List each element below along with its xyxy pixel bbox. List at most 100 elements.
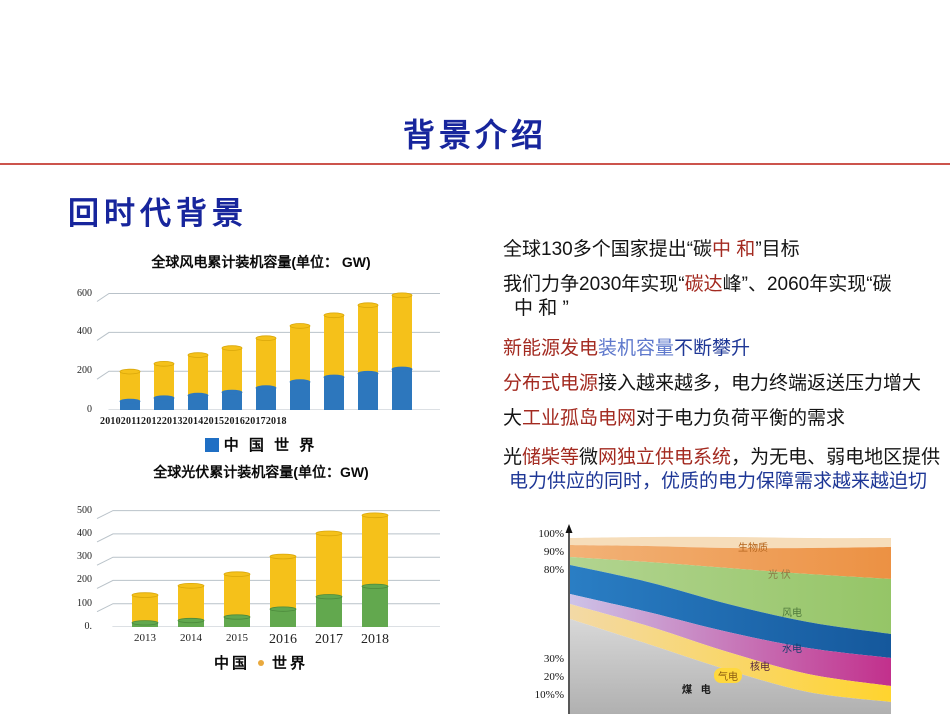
bar-2016 bbox=[323, 312, 345, 410]
text-segment: 大 bbox=[503, 408, 523, 429]
wind-capacity-chart: 全球风电累计装机容量(单位： GW) 201020112012201320142… bbox=[75, 252, 447, 458]
bar-segment-world bbox=[120, 371, 140, 402]
solar-legend-world: 世界 bbox=[272, 655, 309, 672]
key-point-line: 大工业孤岛电网对于电力负荷平衡的需求 bbox=[503, 407, 950, 431]
key-points: 全球130多个国家提出“碳中 和”目标 我们力争2030年实现“碳达峰”、2060… bbox=[503, 238, 950, 494]
x-tick-label: 2017 bbox=[315, 632, 343, 647]
segment-boundary bbox=[289, 379, 311, 385]
bar-2017 bbox=[315, 530, 343, 627]
cylinder-top bbox=[177, 583, 205, 589]
cylinder-top bbox=[323, 312, 345, 319]
bar-segment-china bbox=[120, 401, 140, 410]
bar-2011 bbox=[153, 361, 175, 410]
segment-boundary bbox=[187, 392, 209, 399]
area-band-label: 煤 电 bbox=[682, 685, 714, 696]
wind-chart-title: 全球风电累计装机容量(单位： GW) bbox=[151, 254, 371, 270]
area-band-煤电 bbox=[570, 619, 891, 714]
cylinder-top bbox=[269, 553, 297, 560]
area-y-label: 30% bbox=[543, 653, 564, 666]
bar-segment-china bbox=[270, 609, 296, 627]
text-segment: 中 和 ” bbox=[514, 298, 569, 319]
x-tick-label: 2018 bbox=[361, 632, 389, 647]
solar-chart-title: 全球光伏累计装机容量(单位：GW) bbox=[153, 464, 369, 480]
segment-boundary bbox=[323, 374, 345, 380]
cylinder-top bbox=[119, 368, 141, 375]
key-point-line: 新能源发电装机容量不断攀升 bbox=[503, 337, 950, 361]
x-tick-label: 2013 bbox=[134, 632, 156, 644]
cylinder-top bbox=[357, 302, 379, 309]
bar-segment-world bbox=[362, 515, 388, 587]
key-point-line: 我们力争2030年实现“碳达峰”、2060年实现“碳 bbox=[503, 273, 950, 297]
text-segment: 工业孤岛电网 bbox=[522, 408, 637, 429]
gridline bbox=[96, 556, 440, 566]
area-y-label: 20% bbox=[543, 671, 564, 684]
cylinder-top bbox=[289, 323, 311, 329]
area-band-label: 气电 bbox=[714, 668, 742, 683]
key-point-line: 全球130多个国家提出“碳中 和”目标 bbox=[503, 238, 950, 262]
wind-legend-label: 中 国 世 界 bbox=[223, 437, 318, 454]
bar-segment-world bbox=[132, 595, 158, 623]
text-segment: 我们力争2030年实现“ bbox=[503, 274, 685, 295]
bar-segment-china bbox=[222, 392, 242, 410]
key-point-line: 光储柴等微网独立供电系统，为无电、弱电地区提供 bbox=[503, 446, 950, 470]
bar-2017 bbox=[357, 302, 379, 410]
y-tick-label: 0 bbox=[87, 404, 92, 415]
bar-segment-china bbox=[290, 381, 310, 410]
bar-2014 bbox=[255, 335, 277, 410]
area-band-label: 水电 bbox=[782, 644, 802, 655]
bar-segment-china bbox=[256, 387, 276, 410]
area-svg bbox=[570, 536, 891, 714]
segment-boundary bbox=[361, 583, 389, 589]
bar-2018 bbox=[391, 292, 413, 410]
bar-segment-world bbox=[392, 295, 412, 370]
segment-boundary bbox=[255, 385, 277, 391]
wind-x-axis-labels: 201020112012201320142015201620172018 bbox=[100, 416, 287, 427]
bar-segment-world bbox=[224, 574, 250, 617]
bar-segment-world bbox=[256, 338, 276, 388]
bar-segment-world bbox=[154, 363, 174, 398]
gridline bbox=[96, 510, 440, 520]
segment-boundary bbox=[223, 614, 251, 620]
y-tick-label: 200 bbox=[77, 574, 92, 586]
area-band-label: 光 伏 bbox=[768, 570, 791, 581]
text-segment: ，为无电、弱电地区提供 bbox=[731, 447, 941, 468]
bar-chart-svg bbox=[96, 510, 440, 636]
area-plot: 生物质光 伏风电 水电 核电 气电煤 电 bbox=[570, 535, 891, 714]
cylinder-top bbox=[391, 292, 413, 299]
cylinder-top bbox=[131, 592, 159, 598]
solar-capacity-chart: 全球光伏累计装机容量(单位：GW) 中国 世界 0. 100 200 300 400 50… bbox=[75, 462, 447, 676]
section-heading: 回时代背景 bbox=[68, 196, 248, 231]
bar-2010 bbox=[119, 368, 141, 410]
text-segment: 峰”、2060年实现“碳 bbox=[722, 274, 892, 295]
segment-boundary bbox=[269, 606, 297, 612]
bar-segment-china bbox=[316, 596, 342, 627]
text-segment: 不断攀升 bbox=[674, 338, 751, 359]
solar-plot-area bbox=[95, 492, 440, 636]
cylinder-top bbox=[223, 571, 251, 577]
bar-segment-world bbox=[270, 556, 296, 610]
bar-2016 bbox=[269, 553, 297, 627]
bar-segment-china bbox=[178, 620, 204, 627]
y-tick-label: 200 bbox=[77, 365, 92, 377]
area-band-label: 核电 bbox=[750, 662, 770, 673]
solar-legend-china: 中国 bbox=[213, 655, 250, 672]
area-y-axis bbox=[565, 524, 573, 714]
gridline bbox=[96, 579, 440, 589]
area-y-label: 100% bbox=[538, 528, 564, 540]
text-segment: 分布式电源 bbox=[503, 373, 599, 394]
bar-segment-world bbox=[324, 315, 344, 378]
bar-2013 bbox=[131, 592, 159, 627]
segment-boundary bbox=[119, 398, 141, 404]
axis-arrow-icon bbox=[565, 524, 573, 533]
bar-segment-world bbox=[358, 305, 378, 374]
bar-segment-world bbox=[316, 533, 342, 597]
cylinder-top bbox=[187, 352, 209, 358]
segment-boundary bbox=[131, 620, 159, 626]
text-segment: 储柴等 bbox=[522, 447, 580, 468]
bar-2014 bbox=[177, 583, 205, 627]
y-tick-label: 0. bbox=[84, 621, 93, 632]
cylinder-top bbox=[315, 530, 343, 537]
y-tick-label: 100 bbox=[77, 597, 92, 609]
y-tick-label: 400 bbox=[77, 527, 92, 539]
